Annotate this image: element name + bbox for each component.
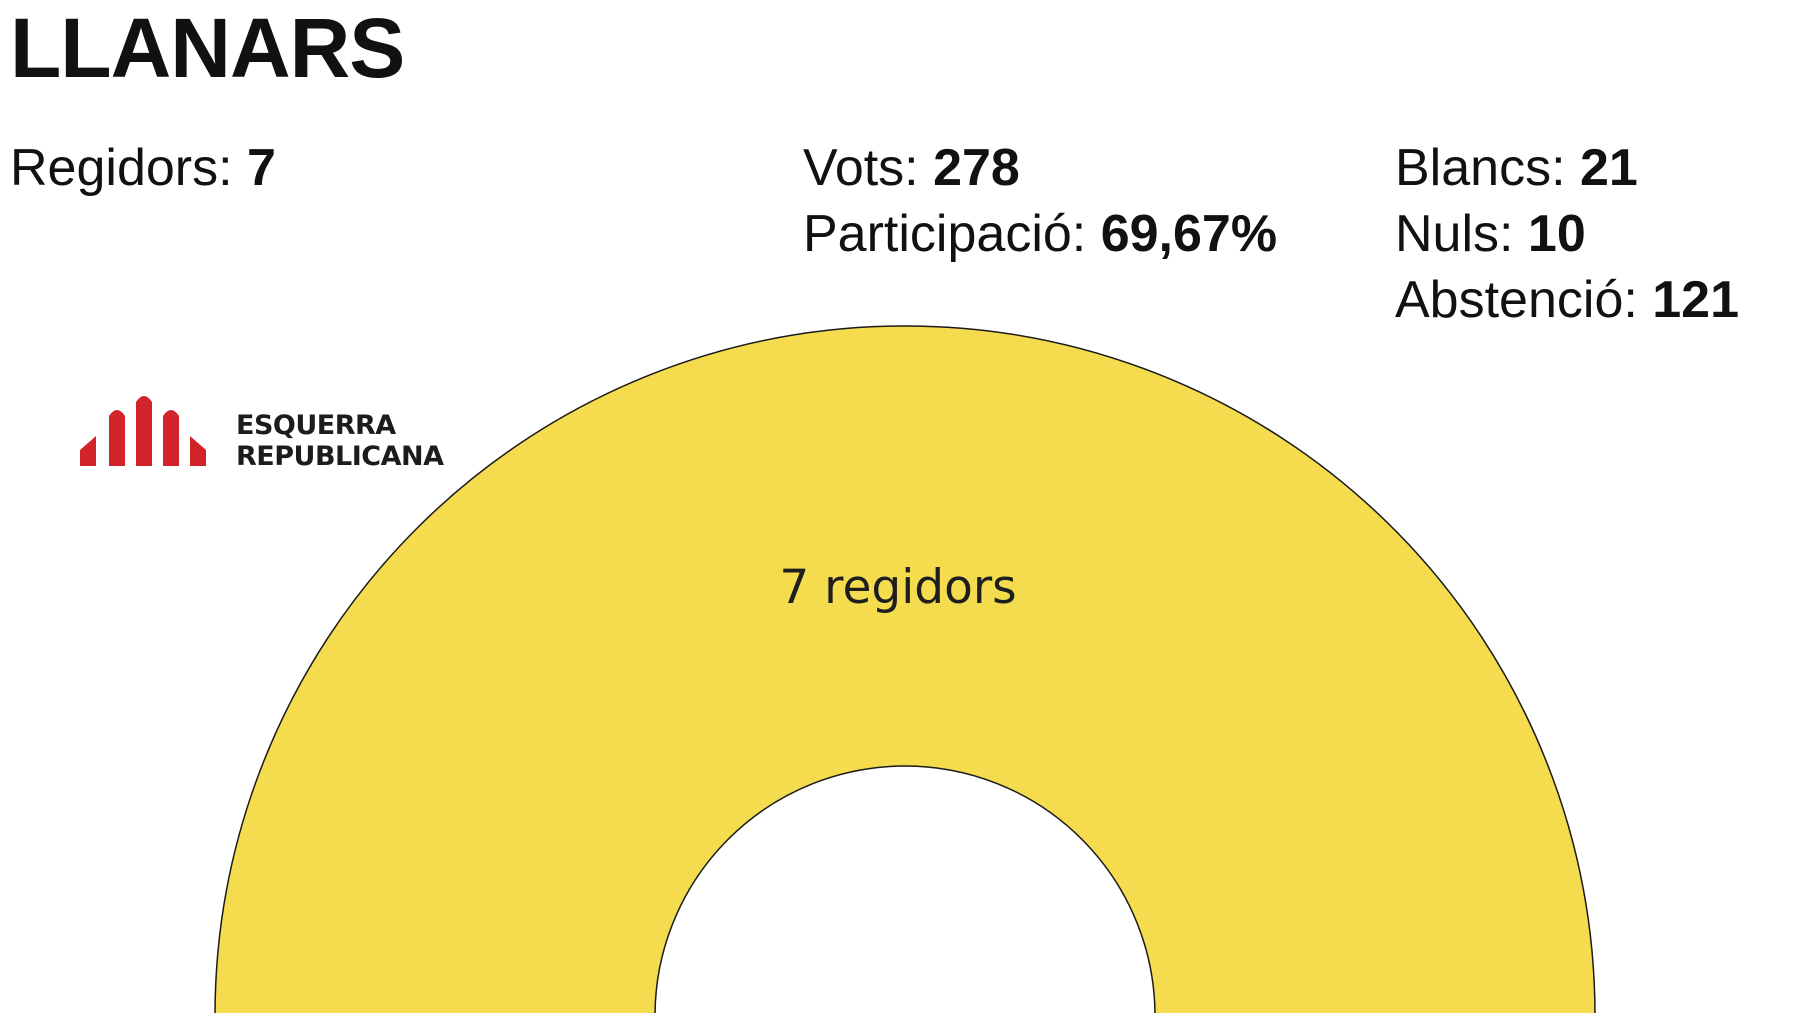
vots-stat: Vots: 278	[803, 142, 1020, 194]
page-title: LLANARS	[10, 1, 405, 95]
regidors-stat: Regidors: 7	[10, 142, 276, 194]
regidors-label: Regidors:	[10, 139, 247, 197]
vots-label: Vots:	[803, 139, 934, 197]
party-logo-icon	[80, 396, 206, 466]
participacio-value: 69,67%	[1100, 205, 1278, 263]
seat-label: 7 regidors	[779, 560, 1016, 615]
logo-bar	[136, 396, 152, 466]
abstencio-stat: Abstenció: 121	[1395, 274, 1739, 326]
abstencio-label: Abstenció:	[1395, 271, 1653, 329]
nuls-value: 10	[1527, 205, 1586, 263]
party-name-line1: ESQUERRA	[236, 410, 396, 441]
regidors-value: 7	[247, 139, 276, 197]
abstencio-value: 121	[1652, 271, 1740, 329]
blancs-label: Blancs:	[1395, 139, 1580, 197]
participacio-label: Participació:	[803, 205, 1101, 263]
party-logo: ESQUERRA REPUBLICANA	[78, 392, 458, 472]
vots-value: 278	[933, 139, 1020, 197]
logo-bar	[80, 436, 96, 466]
logo-bars	[80, 396, 206, 466]
logo-bar	[163, 410, 179, 466]
blancs-stat: Blancs: 21	[1395, 142, 1638, 194]
logo-bar	[190, 436, 206, 466]
blancs-value: 21	[1579, 139, 1638, 197]
nuls-label: Nuls:	[1395, 205, 1528, 263]
party-name: ESQUERRA REPUBLICANA	[236, 410, 444, 472]
nuls-stat: Nuls: 10	[1395, 208, 1586, 260]
participacio-stat: Participació: 69,67%	[803, 208, 1277, 260]
seat-segment	[214, 325, 1596, 1013]
logo-bar	[109, 410, 125, 466]
party-name-line2: REPUBLICANA	[236, 441, 444, 472]
